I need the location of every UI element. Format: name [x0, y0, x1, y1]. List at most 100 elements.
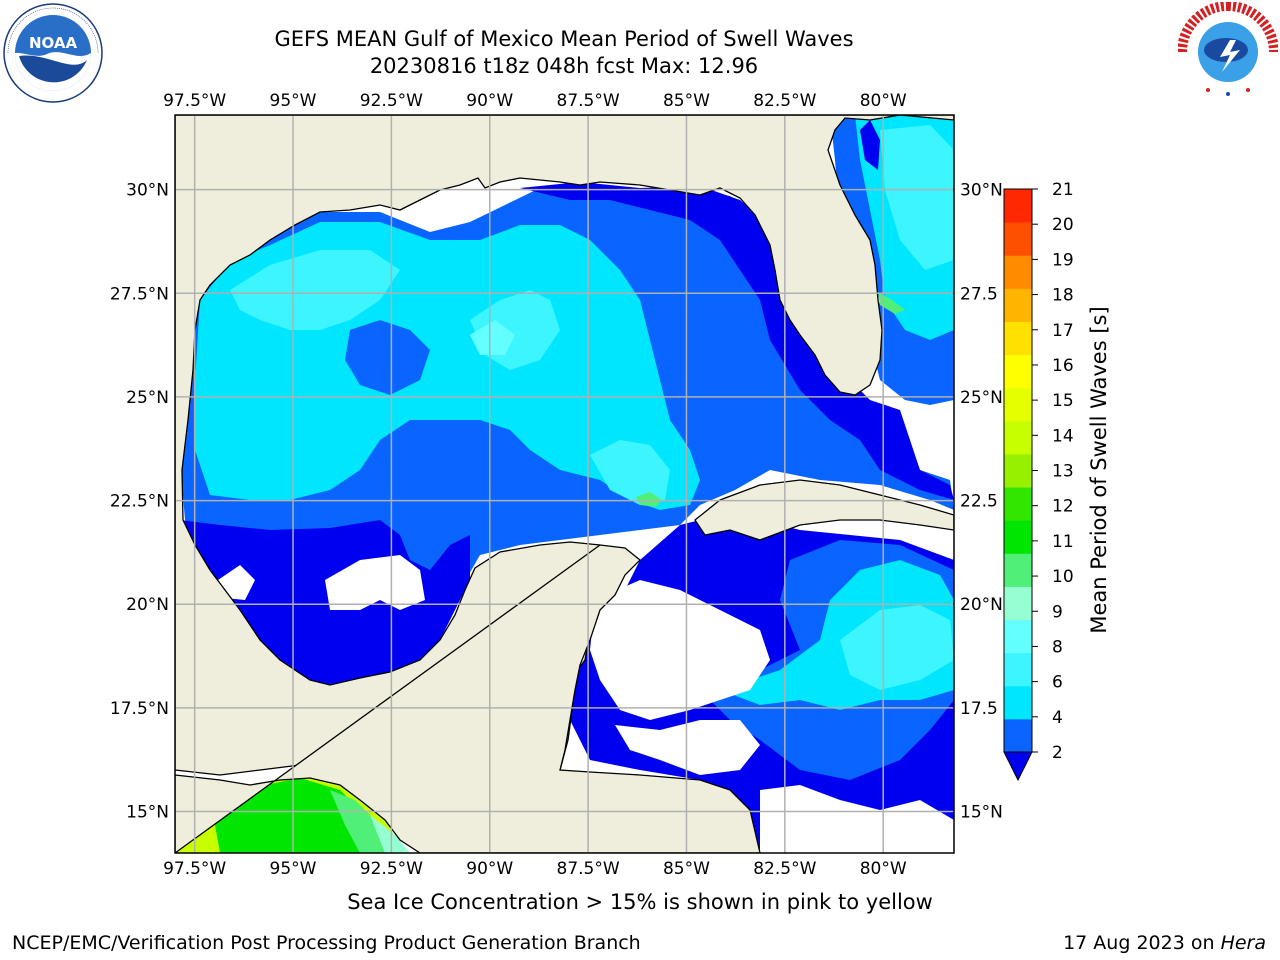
- footer-date: 17 Aug 2023 on Hera: [1063, 932, 1266, 954]
- lon-label-bottom: 85°W: [663, 859, 710, 879]
- land-cuba: [694, 479, 954, 541]
- colorbar-tick-label: 9: [1052, 602, 1063, 622]
- colorbar-segment: [1004, 487, 1032, 521]
- colorbar-tick-label: 11: [1052, 532, 1074, 552]
- lat-labels-left: 30°N 27.5°N 25°N 22.5°N 20°N 17.5°N 15°N: [110, 181, 169, 823]
- lat-label-right: 25°N: [960, 388, 1003, 408]
- colorbar-segment: [1004, 718, 1032, 753]
- colorbar-segment: [1004, 586, 1032, 621]
- lon-label-bottom: 87.5°W: [557, 859, 620, 879]
- gulf-swell-6-8s: [230, 250, 400, 330]
- colorbar-segment: [1004, 685, 1032, 720]
- colorbar-tick-label: 20: [1052, 215, 1074, 235]
- colorbar-tick-label: 13: [1052, 462, 1074, 482]
- caribbean-missing-2: [615, 720, 760, 775]
- lat-labels-right: 30°N 27.5 25°N 22.5 20°N 17.5 15°N: [960, 181, 1003, 823]
- atlantic-swell-6-8s: [880, 125, 954, 270]
- lat-label-right: 22.5: [960, 492, 998, 512]
- gulf-swell-6-8s-c: [590, 440, 670, 505]
- footer-date-text: 17 Aug 2023 on: [1063, 932, 1221, 954]
- caribbean-swell-6-8s: [840, 605, 954, 690]
- colorbar-tick-label: 10: [1052, 567, 1074, 587]
- pacific-swell-lighter: [370, 815, 410, 853]
- lon-label-bottom: 90°W: [466, 859, 513, 879]
- atlantic-swell-9-10s: [878, 292, 905, 314]
- lon-labels-top: 97.5°W 95°W 92.5°W 90°W 87.5°W 85°W 82.5°W 80°W: [163, 91, 907, 111]
- lat-label-right: 20°N: [960, 595, 1003, 615]
- colorbar-segment: [1004, 321, 1032, 356]
- colorbar-extend-arrow: [1003, 751, 1033, 782]
- lat-label-right: 15°N: [960, 803, 1003, 823]
- colorbar-segment: [1004, 255, 1032, 289]
- lon-label-bottom: 82.5°W: [753, 859, 816, 879]
- colorbar-segment: [1004, 652, 1032, 687]
- lat-label-left: 20°N: [126, 595, 169, 615]
- lon-label-top: 90°W: [466, 91, 513, 111]
- caribbean-missing: [590, 580, 770, 720]
- title-line-1: GEFS MEAN Gulf of Mexico Mean Period of …: [274, 27, 854, 51]
- campeche-missing-1: [325, 555, 425, 610]
- colorbar: 2 4 6 8 9 10 11 12 13 14 15 16 17 18 19 20 21: [1003, 180, 1074, 782]
- colorbar-segment: [1004, 553, 1032, 587]
- sea-ice-note: Sea Ice Concentration > 15% is shown in …: [347, 890, 933, 914]
- colorbar-tick-label: 12: [1052, 497, 1074, 517]
- title-line-2: 20230816 t18z 048h fcst Max: 12.96: [369, 54, 759, 78]
- colorbar-tick-label: 17: [1052, 321, 1074, 341]
- colorbar-tick-label: 16: [1052, 356, 1074, 376]
- colorbar-segment: [1004, 288, 1032, 322]
- land-yucatan: [175, 544, 761, 853]
- campeche-missing-2: [218, 565, 255, 600]
- noaa-logo: NOAA: [3, 3, 103, 103]
- lat-label-right: 17.5: [960, 699, 998, 719]
- lat-label-left: 15°N: [126, 803, 169, 823]
- colorbar-segment: [1004, 520, 1032, 554]
- colorbar-tick-label: 14: [1052, 426, 1074, 446]
- lat-label-left: 27.5°N: [110, 284, 169, 304]
- colorbar-tick-label: 2: [1052, 743, 1063, 763]
- gulf-swell-dark-pocket: [345, 320, 430, 395]
- colorbar-tick-label: 21: [1052, 180, 1074, 200]
- map-frame: [174, 114, 955, 854]
- lon-label-top: 85°W: [663, 91, 710, 111]
- colorbar-segment: [1004, 189, 1032, 223]
- lon-label-bottom: 97.5°W: [163, 859, 226, 879]
- lon-label-bottom: 80°W: [860, 859, 907, 879]
- colorbar-segment: [1004, 453, 1032, 488]
- lat-label-right: 27.5: [960, 284, 998, 304]
- colorbar-segment: [1004, 387, 1032, 422]
- lon-label-bottom: 92.5°W: [360, 859, 423, 879]
- colorbar-segment: [1004, 222, 1032, 256]
- lat-label-left: 22.5°N: [110, 492, 169, 512]
- lon-label-top: 95°W: [270, 91, 317, 111]
- lon-label-top: 97.5°W: [163, 91, 226, 111]
- colorbar-tick-label: 15: [1052, 391, 1074, 411]
- colorbar-tick-label: 18: [1052, 286, 1074, 306]
- colorbar-tick-label: 19: [1052, 250, 1074, 270]
- graticule: [175, 115, 954, 853]
- atlantic-swell-lt2s: [860, 120, 880, 170]
- nws-logo: [1178, 2, 1278, 100]
- lat-label-left: 30°N: [126, 181, 169, 201]
- footer-branch: NCEP/EMC/Verification Post Processing Pr…: [12, 932, 641, 954]
- lon-label-top: 87.5°W: [557, 91, 620, 111]
- gulf-swell-9-10s: [636, 492, 662, 507]
- caribbean-missing-3: [760, 785, 954, 853]
- lat-label-left: 25°N: [126, 388, 169, 408]
- colorbar-tick-label: 6: [1052, 673, 1063, 693]
- colorbar-label: Mean Period of Swell Waves [s]: [1087, 306, 1111, 633]
- lon-label-bottom: 95°W: [270, 859, 317, 879]
- colorbar-segment: [1004, 354, 1032, 389]
- noaa-logo-text: NOAA: [29, 34, 78, 52]
- lon-label-top: 82.5°W: [753, 91, 816, 111]
- lat-label-left: 17.5°N: [110, 699, 169, 719]
- gulf-swell-8-9s: [470, 320, 515, 355]
- lon-label-top: 80°W: [860, 91, 907, 111]
- lat-label-right: 30°N: [960, 181, 1003, 201]
- east-gulf-swell-lt2s: [520, 182, 954, 500]
- colorbar-tick-label: 8: [1052, 637, 1063, 657]
- colorbar-segment: [1004, 420, 1032, 455]
- lon-label-top: 92.5°W: [360, 91, 423, 111]
- colorbar-tick-label: 4: [1052, 708, 1063, 728]
- lon-labels-bottom: 97.5°W 95°W 92.5°W 90°W 87.5°W 85°W 82.5°W 80°W: [163, 859, 907, 879]
